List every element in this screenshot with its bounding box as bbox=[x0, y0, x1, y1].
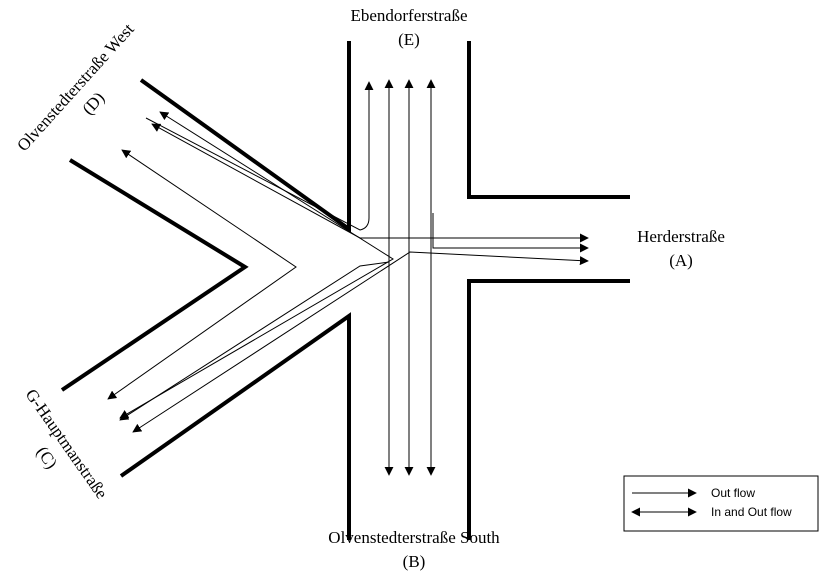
label-sw-group: G-Hauptmanstraße (C) bbox=[22, 385, 112, 502]
legend-in-out-flow-label: In and Out flow bbox=[711, 505, 792, 519]
street-labels: Ebendorferstraße (E) Herderstraße (A) Ol… bbox=[13, 6, 725, 571]
road-south-left-edge bbox=[119, 312, 351, 540]
label-east-code: (A) bbox=[669, 251, 693, 270]
flow-east-west-1 bbox=[151, 123, 589, 243]
label-east-name: Herderstraße bbox=[637, 227, 725, 246]
label-south-name: Olvenstedterstraße South bbox=[328, 528, 500, 547]
label-north-name: Ebendorferstraße bbox=[350, 6, 467, 25]
label-nw-name: Olvenstedterstraße West bbox=[13, 19, 138, 155]
road-north-right-edge bbox=[467, 41, 630, 199]
label-north-code: (E) bbox=[398, 30, 420, 49]
flow-east-west-2 bbox=[432, 213, 589, 253]
legend-out-flow-label: Out flow bbox=[711, 486, 755, 500]
flow-d-to-c-1 bbox=[119, 111, 394, 419]
flow-b-to-c bbox=[119, 261, 390, 421]
road-wedge-edge bbox=[60, 158, 249, 392]
label-nw-group: Olvenstedterstraße West (D) bbox=[13, 19, 138, 155]
flow-d-to-c-2 bbox=[107, 149, 297, 400]
label-sw-name: G-Hauptmanstraße bbox=[22, 385, 112, 502]
label-sw-code: (C) bbox=[33, 443, 62, 472]
legend: Out flow In and Out flow bbox=[623, 475, 819, 532]
flow-north-east-turn bbox=[145, 81, 374, 231]
road-boundaries bbox=[60, 41, 630, 540]
label-south-code: (B) bbox=[403, 552, 426, 571]
road-east-lower-edge bbox=[467, 279, 630, 540]
legend-box bbox=[623, 475, 819, 532]
flow-lines bbox=[107, 79, 589, 476]
flow-east-west-3 bbox=[132, 251, 589, 433]
